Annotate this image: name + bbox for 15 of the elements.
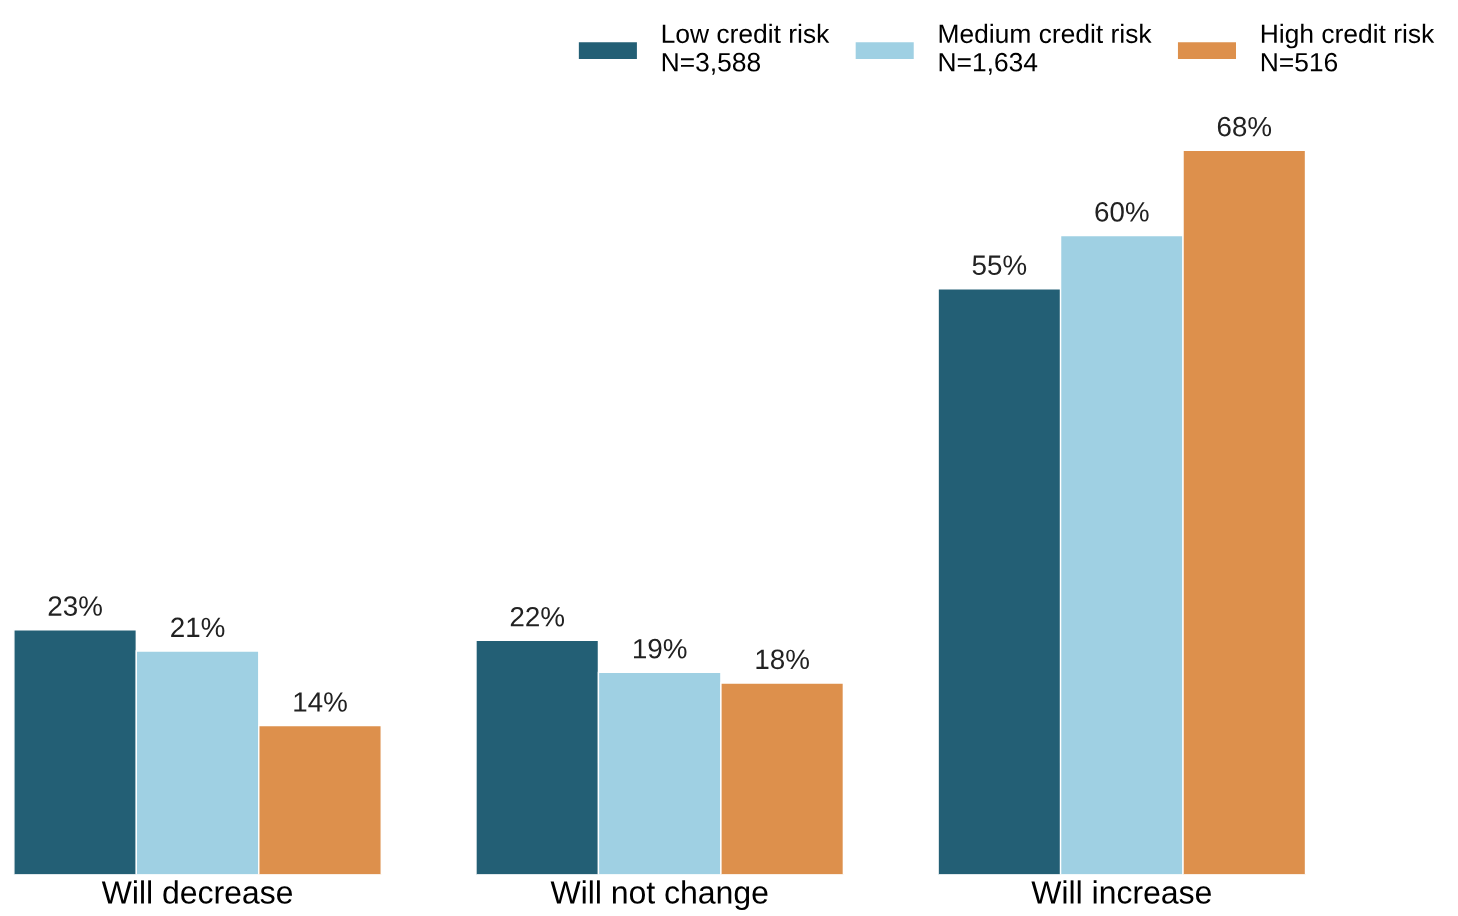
legend-label: High credit risk N=516 [1261, 23, 1435, 72]
x-tick-label: Will increase [1031, 880, 1211, 904]
x-tick-label: Will not change [550, 880, 768, 911]
data-label: 55% [972, 255, 1027, 275]
legend-label: Medium credit risk N=1,634 [939, 23, 1152, 75]
data-label: 68% [1217, 116, 1272, 137]
data-label: 60% [1095, 202, 1149, 222]
data-label: 19% [634, 638, 687, 659]
x-tick-label: Will decrease [101, 880, 293, 904]
data-label: 22% [510, 606, 565, 627]
legend-label: Low credit risk N=3,588 [662, 23, 830, 75]
data-label: 23% [48, 596, 102, 616]
data-label: 14% [294, 692, 347, 712]
data-label: 21% [171, 617, 225, 638]
data-label: 18% [756, 649, 809, 670]
